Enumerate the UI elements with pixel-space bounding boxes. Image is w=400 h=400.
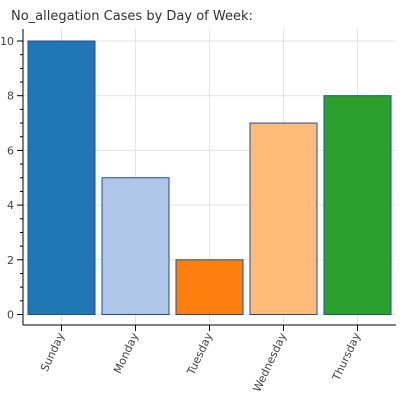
y-tick-label-2: 4	[7, 199, 14, 212]
bar-monday	[101, 177, 170, 315]
axes	[17, 29, 396, 331]
y-tick-label-3: 6	[7, 144, 14, 157]
bar-wednesday	[249, 122, 318, 315]
bar-thursday	[323, 95, 392, 315]
y-tick-label-4: 8	[7, 90, 14, 103]
y-tick-label-1: 2	[7, 254, 14, 267]
x-tick-label-wednesday: Wednesday	[251, 330, 290, 394]
y-tick-label-0: 0	[7, 309, 14, 322]
x-tick-label-tuesday: Tuesday	[184, 330, 215, 377]
x-tick-label-sunday: Sunday	[38, 330, 67, 373]
x-tick-label-thursday: Thursday	[329, 330, 363, 383]
bar-tuesday	[175, 259, 244, 315]
y-tick-labels: 0 2 4 6 8 10	[0, 35, 14, 322]
x-tick-label-monday: Monday	[111, 330, 141, 375]
chart-title: No_allegation Cases by Day of Week:	[11, 9, 253, 24]
y-tick-label-5: 10	[0, 35, 14, 48]
bar-sunday	[27, 40, 96, 315]
bars	[27, 40, 392, 315]
x-tick-labels: Sunday Monday Tuesday Wednesday Thursday	[38, 330, 363, 394]
